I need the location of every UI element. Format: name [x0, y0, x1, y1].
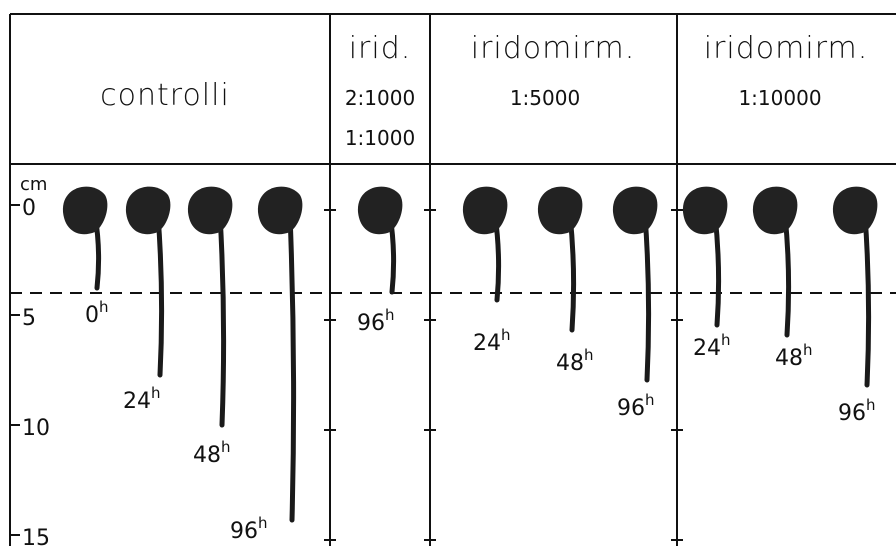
- time-label: 96h: [617, 391, 655, 421]
- root: [862, 212, 872, 388]
- time-label: 96h: [357, 306, 395, 336]
- time-value: 96: [838, 401, 866, 426]
- dose: 1:10000: [738, 86, 821, 110]
- seedling: 96h: [357, 186, 403, 336]
- seed-head: [537, 186, 583, 235]
- time-value: 48: [775, 346, 803, 371]
- time-value: 24: [123, 389, 151, 414]
- time-label: 96h: [230, 514, 268, 544]
- time-value: 48: [556, 351, 584, 376]
- seed-head: [612, 186, 658, 235]
- axis-tick-label: 15: [22, 526, 50, 546]
- seedling: 48h: [537, 186, 594, 376]
- seedling: 96h: [230, 186, 303, 544]
- seed-head: [357, 186, 403, 235]
- time-unit: h: [99, 298, 109, 316]
- column-title: controlli: [100, 78, 230, 113]
- time-value: 48: [193, 443, 221, 468]
- seedling: 96h: [832, 186, 878, 426]
- time-unit: h: [584, 346, 594, 364]
- seedling: 48h: [752, 186, 813, 371]
- seedling: 24h: [462, 186, 511, 356]
- time-label: 96h: [838, 396, 876, 426]
- time-unit: h: [221, 438, 231, 456]
- time-unit: h: [645, 391, 655, 409]
- time-unit: h: [721, 331, 731, 349]
- dose: 2:1000: [345, 86, 415, 110]
- time-value: 0: [85, 303, 99, 328]
- axis-tick-label: 10: [22, 416, 50, 441]
- time-label: 48h: [556, 346, 594, 376]
- seed-head: [187, 186, 233, 235]
- seedling: 24h: [682, 186, 731, 361]
- time-unit: h: [803, 341, 813, 359]
- column-title: irid.: [349, 31, 412, 66]
- seed-head: [462, 186, 508, 235]
- column-title: iridomirm.: [471, 31, 636, 66]
- time-value: 96: [357, 311, 385, 336]
- time-label: 0h: [85, 298, 109, 328]
- time-value: 96: [617, 396, 645, 421]
- root: [155, 212, 165, 378]
- root: [287, 212, 297, 523]
- seedling: 0h: [62, 186, 109, 328]
- seedling: 24h: [123, 186, 171, 414]
- axis-tick-label: 5: [22, 306, 36, 331]
- time-label: 48h: [193, 438, 231, 468]
- frame: [9, 13, 896, 546]
- seed-head: [62, 186, 108, 235]
- seed-head: [682, 186, 728, 235]
- root: [217, 212, 227, 428]
- axis-tick-label: 0: [22, 196, 36, 221]
- column-title: iridomirm.: [704, 31, 869, 66]
- time-value: 24: [693, 336, 721, 361]
- time-value: 96: [230, 519, 258, 544]
- time-label: 24h: [473, 326, 511, 356]
- dose: 1:1000: [345, 126, 415, 150]
- axis-unit: cm: [20, 174, 47, 195]
- time-value: 24: [473, 331, 501, 356]
- time-unit: h: [151, 384, 161, 402]
- time-unit: h: [501, 326, 511, 344]
- time-unit: h: [258, 514, 268, 532]
- seed-head: [257, 186, 303, 235]
- time-label: 24h: [693, 331, 731, 361]
- seed-head: [832, 186, 878, 235]
- seed-head: [752, 186, 798, 235]
- time-unit: h: [866, 396, 876, 414]
- time-label: 48h: [775, 341, 813, 371]
- time-label: 24h: [123, 384, 161, 414]
- seedling: 96h: [612, 186, 658, 421]
- dose: 1:5000: [510, 86, 580, 110]
- time-unit: h: [385, 306, 395, 324]
- seed-head: [125, 186, 171, 235]
- seedling: 48h: [187, 186, 233, 468]
- root: [642, 212, 652, 383]
